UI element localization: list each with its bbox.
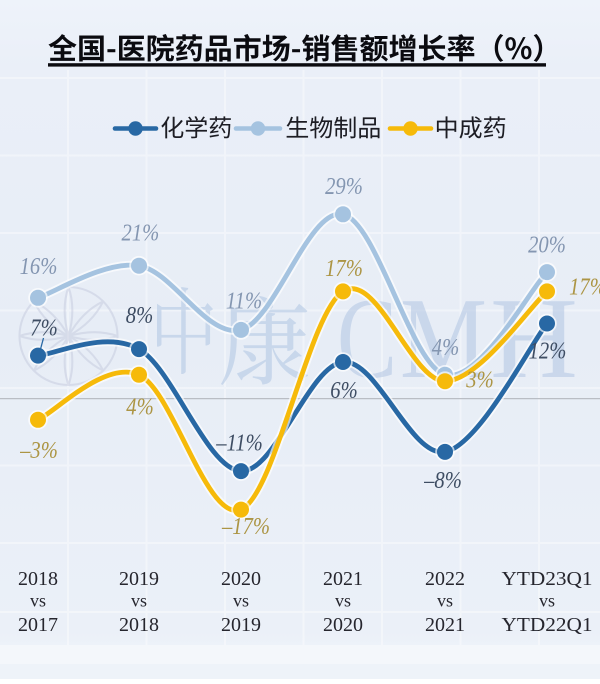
svg-text:29%: 29% bbox=[325, 172, 363, 199]
svg-text:17%: 17% bbox=[325, 254, 363, 281]
svg-text:vs: vs bbox=[233, 591, 249, 611]
svg-text:21%: 21% bbox=[122, 219, 160, 246]
svg-text:8%: 8% bbox=[126, 301, 153, 328]
svg-text:2021: 2021 bbox=[323, 568, 363, 590]
svg-text:vs: vs bbox=[539, 591, 555, 611]
svg-text:2017: 2017 bbox=[18, 614, 58, 636]
svg-text:2018: 2018 bbox=[119, 614, 159, 636]
svg-text:2020: 2020 bbox=[221, 568, 261, 590]
svg-text:vs: vs bbox=[131, 591, 147, 611]
svg-text:–3%: –3% bbox=[19, 436, 58, 463]
svg-text:16%: 16% bbox=[20, 252, 58, 279]
svg-text:YTD22Q1: YTD22Q1 bbox=[502, 614, 593, 636]
svg-text:4%: 4% bbox=[126, 393, 153, 420]
svg-text:20%: 20% bbox=[528, 231, 566, 258]
svg-text:vs: vs bbox=[30, 591, 46, 611]
svg-text:4%: 4% bbox=[432, 333, 459, 360]
svg-text:2020: 2020 bbox=[323, 614, 363, 636]
svg-text:–8%: –8% bbox=[423, 466, 462, 493]
svg-text:6%: 6% bbox=[330, 376, 357, 403]
svg-text:YTD23Q1: YTD23Q1 bbox=[502, 568, 593, 590]
svg-text:2022: 2022 bbox=[425, 568, 465, 590]
svg-text:–17%: –17% bbox=[221, 512, 270, 539]
svg-text:17%: 17% bbox=[569, 273, 600, 300]
svg-text:2019: 2019 bbox=[221, 614, 261, 636]
svg-text:2018: 2018 bbox=[18, 568, 58, 590]
svg-text:2021: 2021 bbox=[425, 614, 465, 636]
svg-text:7%: 7% bbox=[30, 314, 57, 341]
svg-text:2019: 2019 bbox=[119, 568, 159, 590]
svg-text:vs: vs bbox=[437, 591, 453, 611]
svg-text:–11%: –11% bbox=[215, 429, 262, 456]
svg-text:vs: vs bbox=[335, 591, 351, 611]
svg-text:3%: 3% bbox=[465, 366, 493, 393]
svg-text:11%: 11% bbox=[226, 287, 262, 314]
svg-text:12%: 12% bbox=[529, 337, 567, 364]
